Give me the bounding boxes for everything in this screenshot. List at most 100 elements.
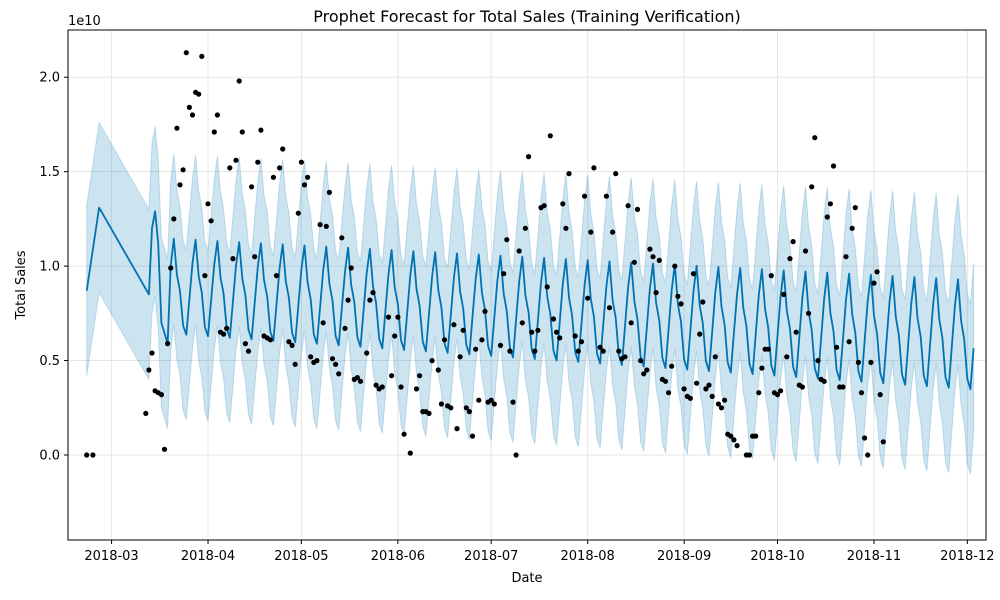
actual-point [507, 348, 513, 354]
x-tick-label: 2018-10 [750, 549, 804, 564]
actual-point [582, 193, 588, 199]
actual-point [286, 339, 292, 345]
actual-point [342, 325, 348, 331]
actual-point [401, 431, 407, 437]
actual-point [298, 159, 304, 165]
actual-point [734, 443, 740, 449]
actual-point [547, 133, 553, 139]
actual-point [289, 342, 295, 348]
actual-point [638, 358, 644, 364]
actual-point [513, 452, 519, 458]
actual-point [364, 350, 370, 356]
actual-point [230, 256, 236, 262]
forecast-line-layer [85, 206, 975, 391]
actual-point [180, 167, 186, 173]
actual-point [242, 341, 248, 347]
confidence-band-layer [86, 121, 975, 475]
actual-point [497, 342, 504, 348]
actual-point [249, 184, 255, 190]
y-tick-label: 0.0 [39, 449, 60, 464]
actual-point [653, 290, 659, 296]
actual-point [435, 367, 441, 373]
x-tick-label: 2018-04 [181, 549, 235, 564]
actual-point [504, 237, 510, 243]
actual-point [669, 363, 675, 369]
actual-point [871, 280, 877, 286]
actual-point [687, 395, 694, 401]
actual-point [90, 452, 96, 458]
actual-point [806, 310, 812, 316]
actual-point [644, 367, 650, 373]
actual-point [700, 299, 706, 305]
actual-point [183, 50, 189, 56]
x-axis-label: Date [511, 571, 542, 586]
actual-point [165, 341, 171, 347]
actual-point [510, 399, 516, 405]
actual-point [149, 350, 155, 356]
actual-point [675, 293, 681, 299]
actual-point [326, 189, 332, 195]
actual-point [451, 322, 457, 328]
actual-point [628, 320, 634, 326]
actual-point [768, 273, 774, 279]
actual-point [647, 246, 653, 252]
actual-point [252, 254, 258, 260]
actual-point [529, 329, 535, 335]
actual-point [849, 225, 855, 231]
x-tick-label: 2018-07 [464, 549, 518, 564]
actual-point [774, 392, 781, 398]
actual-point [830, 163, 837, 169]
actual-point [784, 354, 790, 360]
actual-point [840, 384, 846, 390]
actual-point [441, 337, 448, 343]
actual-point [392, 333, 398, 339]
forecast-line [85, 206, 975, 391]
actual-point [202, 273, 208, 279]
actual-point [168, 265, 174, 271]
actual-point [575, 348, 581, 354]
actual-point [616, 348, 622, 354]
x-tick-label: 2018-12 [940, 549, 994, 564]
actual-point [557, 335, 563, 341]
actual-point [709, 393, 715, 399]
actual-point [199, 53, 205, 60]
actual-point [554, 329, 560, 335]
actual-point [438, 401, 444, 407]
actual-point [280, 146, 286, 152]
actual-point [756, 390, 762, 396]
plot-frame [67, 29, 987, 541]
actual-point [858, 390, 865, 396]
actual-point [855, 359, 862, 365]
actual-point [476, 397, 482, 403]
actual-point [563, 225, 569, 231]
actual-point [656, 257, 662, 263]
actual-point [522, 225, 529, 231]
actual-point [345, 297, 351, 303]
actual-point [606, 305, 613, 311]
actual-point [354, 375, 360, 381]
actual-point [535, 327, 541, 333]
actual-point [348, 265, 354, 271]
actual-point [781, 291, 787, 297]
actual-point [585, 295, 591, 301]
actual-point [821, 378, 827, 384]
x-tick-label: 2018-08 [561, 549, 615, 564]
actual-point [787, 256, 793, 262]
actual-point [466, 409, 472, 415]
actual-point [233, 157, 239, 163]
actual-point [765, 346, 771, 352]
actual-point [815, 358, 821, 364]
actual-point [245, 348, 252, 354]
x-tick-label: 2018-06 [371, 549, 425, 564]
actual-point [834, 344, 840, 350]
x-tick-label: 2018-11 [847, 549, 901, 564]
y-tick-label: 1.5 [39, 165, 60, 180]
actual-point [189, 112, 196, 118]
actual-point [317, 222, 323, 228]
actual-point [880, 439, 886, 445]
y-tick-label: 0.5 [39, 354, 60, 369]
actual-point [301, 182, 308, 188]
actual-point [367, 297, 373, 303]
actual-point [221, 331, 227, 337]
actual-point [469, 433, 476, 439]
